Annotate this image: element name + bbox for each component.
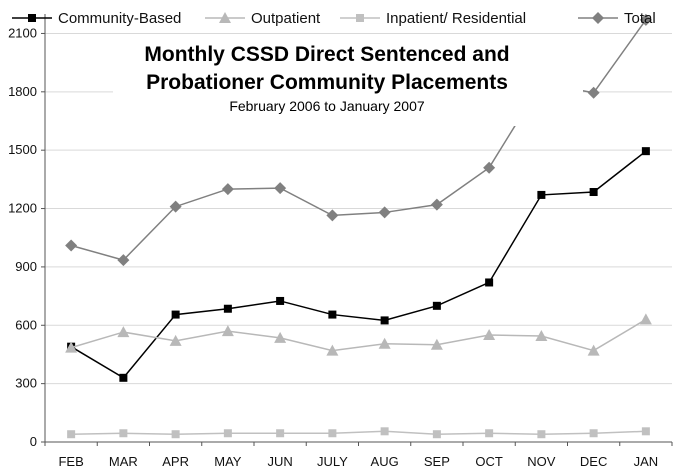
data-point: [328, 310, 337, 319]
legend-label: Outpatient: [251, 10, 321, 27]
x-tick-label: OCT: [475, 454, 503, 469]
y-tick-label: 1800: [8, 84, 37, 99]
data-point: [274, 331, 287, 343]
data-point: [276, 296, 285, 305]
y-tick-label: 0: [30, 434, 37, 449]
y-axis-ticks: 0 300 600 900 1200 1500 1800 2100: [8, 25, 45, 449]
data-point: [223, 429, 232, 438]
x-axis-ticks: FEB MAR APR MAY JUN JULY AUG SEP OCT NOV DEC JAN: [44, 442, 673, 469]
y-tick-label: 1200: [8, 201, 37, 216]
data-point: [65, 341, 78, 353]
legend-item: Total: [578, 10, 656, 27]
x-tick-label: FEB: [58, 454, 83, 469]
chart-title-line1: Monthly CSSD Direct Sentenced and: [144, 43, 509, 66]
legend: Community-Based Outpatient Inpatient/ Resi…: [12, 10, 656, 27]
series-line: [70, 318, 647, 352]
data-point: [639, 313, 652, 325]
y-tick-label: 1500: [8, 142, 37, 157]
data-point: [537, 430, 546, 439]
data-point: [589, 188, 598, 197]
data-point: [483, 329, 496, 340]
data-point: [378, 206, 391, 219]
data-point: [276, 429, 285, 438]
legend-item: Outpatient: [205, 10, 321, 27]
series-line: [71, 430, 646, 435]
data-point: [223, 304, 232, 313]
data-point: [587, 344, 600, 356]
data-point: [380, 427, 389, 436]
legend-item: Inpatient/ Residential: [340, 10, 526, 27]
data-point: [67, 430, 76, 439]
series-outpatient: [65, 313, 652, 356]
x-tick-label: JUN: [267, 454, 292, 469]
legend-label: Community-Based: [58, 10, 181, 27]
data-point: [119, 373, 128, 382]
data-point: [169, 200, 182, 213]
data-point: [65, 239, 78, 252]
x-tick-label: AUG: [371, 454, 399, 469]
y-tick-label: 300: [15, 376, 37, 391]
x-tick-label: DEC: [580, 454, 607, 469]
x-tick-label: MAY: [214, 454, 242, 469]
data-point: [326, 344, 339, 356]
legend-marker: [219, 12, 231, 23]
title-block: Monthly CSSD Direct Sentenced and Probat…: [113, 38, 583, 126]
data-point: [378, 337, 391, 349]
data-point: [380, 316, 389, 325]
data-point: [430, 338, 443, 350]
data-point: [535, 329, 548, 341]
series-community-based: [67, 147, 650, 382]
x-tick-label: JAN: [634, 454, 659, 469]
legend-label: Inpatient/ Residential: [386, 10, 526, 27]
data-point: [326, 209, 339, 222]
data-point: [483, 161, 496, 174]
data-point: [117, 326, 130, 338]
data-point: [119, 429, 128, 438]
data-point: [641, 427, 650, 436]
x-tick-label: APR: [162, 454, 189, 469]
data-point: [171, 430, 180, 439]
legend-label: Total: [624, 10, 656, 27]
data-point: [221, 325, 234, 337]
x-tick-label: MAR: [109, 454, 138, 469]
data-point: [537, 190, 546, 199]
legend-marker: [592, 12, 604, 24]
legend-marker: [356, 14, 364, 22]
series-line: [70, 150, 647, 379]
y-tick-label: 600: [15, 317, 37, 332]
data-point: [171, 310, 180, 319]
data-point: [485, 278, 494, 287]
data-point: [589, 429, 598, 438]
legend-marker: [28, 14, 36, 22]
y-tick-label: 900: [15, 259, 37, 274]
series-inpatient-residential: [67, 427, 650, 439]
data-point: [641, 147, 650, 156]
data-point: [432, 430, 441, 439]
x-tick-label: JULY: [317, 454, 348, 469]
data-point: [587, 86, 600, 99]
data-point: [274, 182, 287, 195]
legend-item: Community-Based: [12, 10, 181, 27]
data-point: [430, 198, 443, 211]
data-point: [221, 183, 234, 196]
data-point: [117, 254, 130, 267]
chart-title-line2: Probationer Community Placements: [146, 71, 508, 94]
data-point: [432, 301, 441, 310]
x-tick-label: SEP: [424, 454, 450, 469]
title-background: [113, 38, 583, 126]
chart-subtitle: February 2006 to January 2007: [229, 98, 425, 114]
y-tick-label: 2100: [8, 25, 37, 40]
data-point: [328, 429, 337, 438]
x-tick-label: NOV: [527, 454, 556, 469]
data-point: [169, 334, 182, 346]
data-point: [639, 13, 652, 26]
data-point: [485, 429, 494, 438]
